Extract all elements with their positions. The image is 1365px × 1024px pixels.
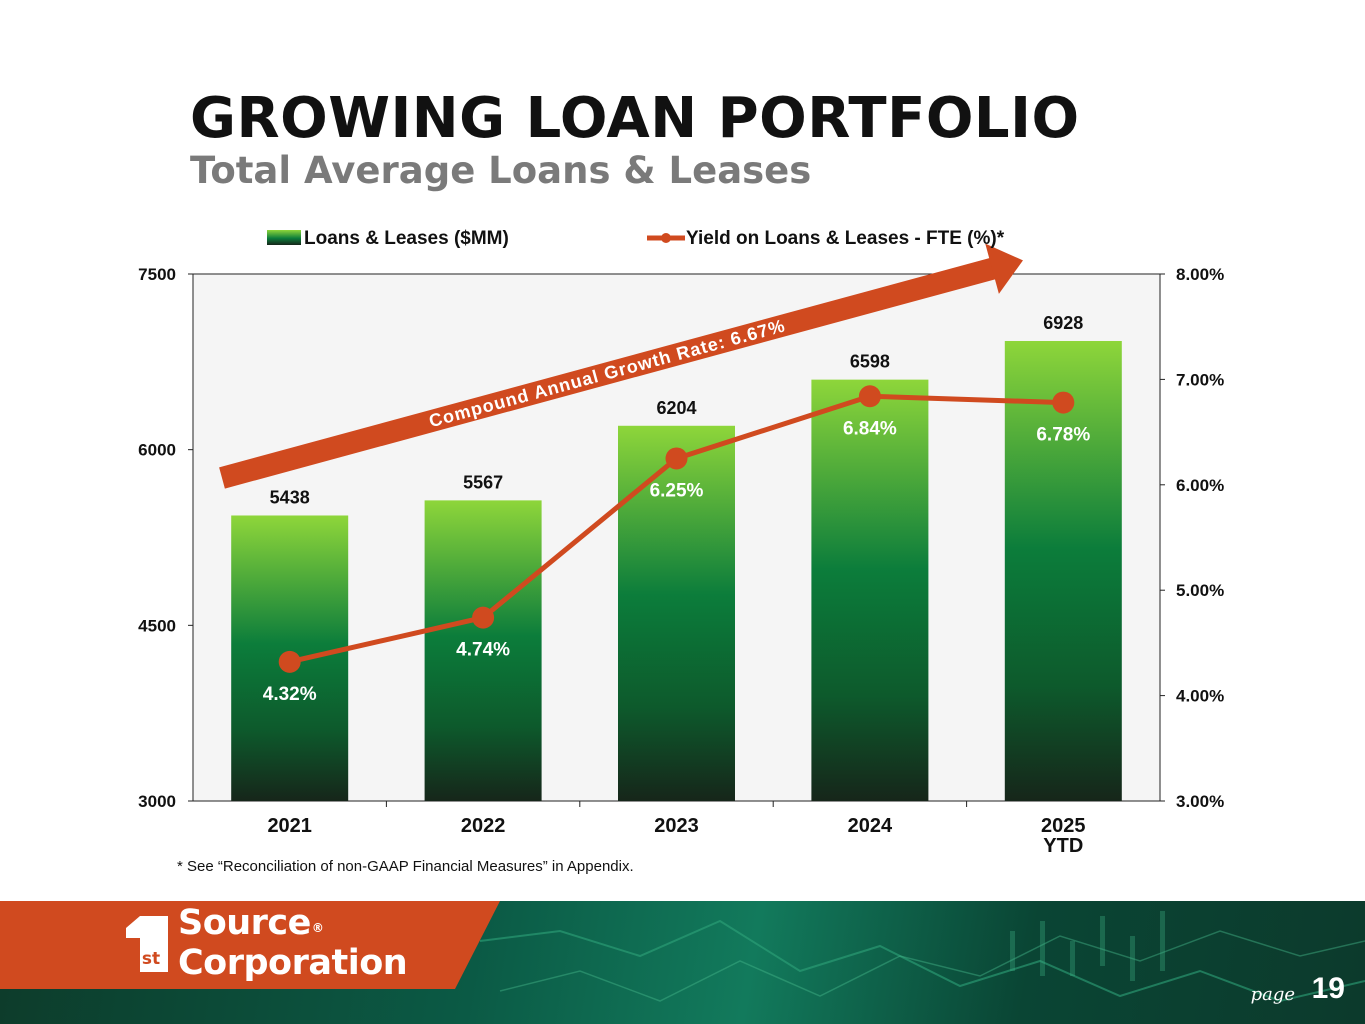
- logo-line-1: Source: [178, 903, 311, 943]
- x-category-label: 2024: [848, 815, 893, 837]
- logo-panel: [0, 901, 500, 989]
- legend-line-marker: [661, 233, 671, 243]
- x-category-label: 2023: [654, 815, 699, 837]
- yield-point: [665, 447, 688, 470]
- cagr-arrow-head: [985, 243, 1023, 294]
- page-subtitle: Total Average Loans & Leases: [190, 149, 812, 192]
- yield-value-label: 4.74%: [456, 640, 510, 661]
- page-label: page: [1250, 984, 1295, 1005]
- yield-point: [858, 385, 881, 408]
- right-tick-label: 7.00%: [1176, 370, 1224, 389]
- bar: [811, 379, 929, 801]
- bar: [1004, 340, 1122, 801]
- registered-mark: ®: [311, 921, 324, 935]
- right-tick-label: 5.00%: [1176, 581, 1224, 600]
- logo-mark-text: st: [142, 949, 160, 969]
- x-category-label: 2021: [267, 815, 312, 837]
- right-tick-label: 4.00%: [1176, 687, 1224, 706]
- page-title: GROWING LOAN PORTFOLIO: [190, 86, 1080, 151]
- yield-value-label: 6.25%: [650, 480, 704, 501]
- chart-legend: Loans & Leases ($MM) Yield on Loans & Le…: [267, 228, 1005, 249]
- bar-value-label: 6204: [656, 398, 696, 418]
- right-tick-label: 6.00%: [1176, 476, 1224, 495]
- cagr-arrow-shaft: [219, 257, 997, 489]
- left-tick-label: 7500: [138, 265, 176, 284]
- company-logo: Source® Corporation: [178, 903, 408, 983]
- bar-value-label: 5438: [270, 487, 310, 507]
- right-tick-label: 8.00%: [1176, 265, 1224, 284]
- left-tick-label: 6000: [138, 441, 176, 460]
- bar-value-label: 5567: [463, 472, 503, 492]
- logo-mark-icon: st: [126, 916, 168, 972]
- yield-value-label: 4.32%: [263, 684, 317, 705]
- legend-bar-swatch: [267, 230, 301, 245]
- legend-line-label: Yield on Loans & Leases - FTE (%)*: [686, 228, 1005, 249]
- yield-point: [1052, 391, 1075, 414]
- logo-line-2: Corporation: [178, 943, 408, 983]
- loan-portfolio-chart: 3000 4500 6000 7500 3.00% 4.00% 5.00% 6.00% 7.0…: [138, 228, 1224, 857]
- left-tick-label: 3000: [138, 792, 176, 811]
- bar-value-label: 6928: [1043, 313, 1083, 333]
- bar: [424, 500, 542, 801]
- yield-point: [278, 650, 301, 673]
- page-number: 19: [1311, 972, 1345, 1005]
- right-tick-label: 3.00%: [1176, 792, 1224, 811]
- x-category-label: 2022: [461, 815, 506, 837]
- yield-point: [472, 606, 495, 629]
- footer-market-graphic: [479, 911, 1365, 1003]
- footnote: * See “Reconciliation of non-GAAP Financ…: [177, 858, 634, 875]
- bar-value-label: 6598: [850, 352, 890, 372]
- yield-value-label: 6.78%: [1036, 425, 1090, 446]
- legend-bar-label: Loans & Leases ($MM): [304, 228, 509, 249]
- left-tick-label: 4500: [138, 616, 176, 635]
- yield-value-label: 6.84%: [843, 418, 897, 439]
- x-category-label: 2025 YTD: [1041, 815, 1086, 857]
